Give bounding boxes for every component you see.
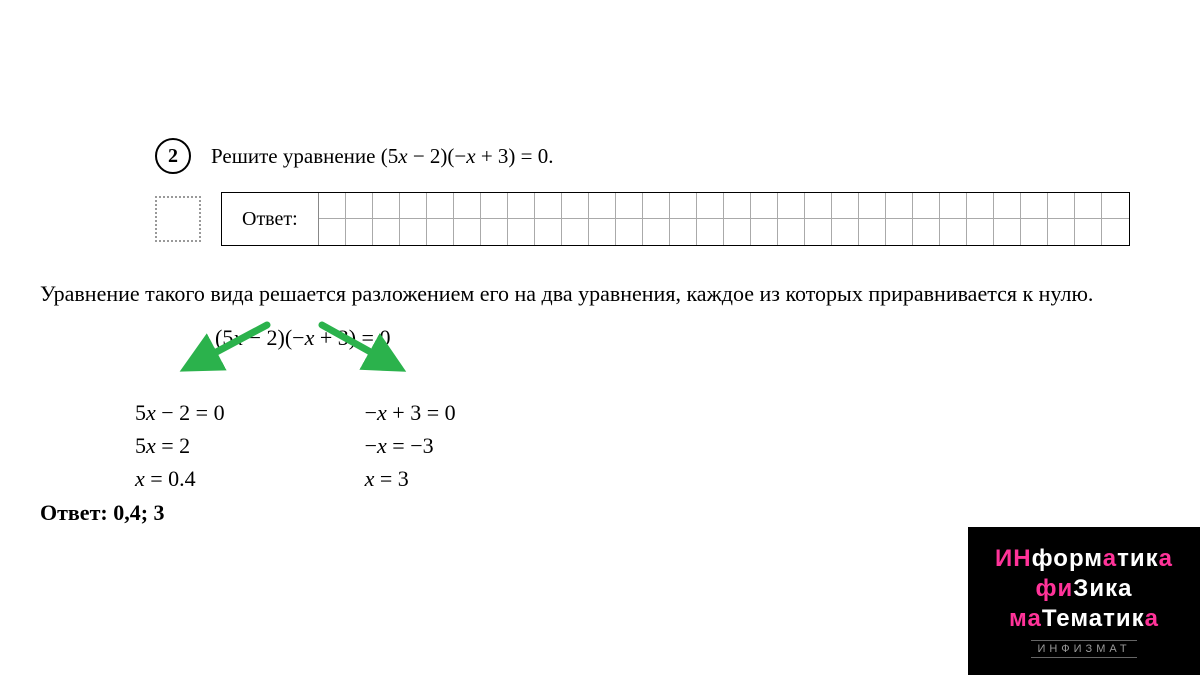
grid-cell (319, 219, 346, 245)
grid-cell (562, 193, 589, 219)
explanation-text: Уравнение такого вида решается разложени… (40, 281, 1160, 307)
final-answer-label: Ответ: (40, 500, 113, 525)
problem-equation: (5x − 2)(−x + 3) = 0. (381, 144, 554, 168)
grid-cell (1048, 219, 1075, 245)
grid-cell (832, 219, 859, 245)
grid-cell (778, 193, 805, 219)
grid-cell (940, 193, 967, 219)
grid-cell (1048, 193, 1075, 219)
grid-cell (805, 219, 832, 245)
grid-cell (346, 193, 373, 219)
answer-label: Ответ: (222, 193, 319, 245)
grid-cell (670, 193, 697, 219)
grid-cell (940, 219, 967, 245)
grid-cell (886, 219, 913, 245)
grid-cell (481, 193, 508, 219)
grid-cell (616, 219, 643, 245)
answer-grid: Ответ: (221, 192, 1130, 246)
grid-cell (697, 193, 724, 219)
solution-left-column: 5x − 2 = 0 5x = 2 x = 0.4 (135, 396, 225, 495)
main-equation: (5x − 2)(−x + 3) = 0 (215, 325, 1160, 351)
answer-grid-cells (319, 193, 1129, 245)
grid-cell (859, 193, 886, 219)
grid-cell (832, 193, 859, 219)
problem-text-prefix: Решите уравнение (211, 144, 381, 168)
grid-cell (427, 193, 454, 219)
grid-cell (805, 193, 832, 219)
logo-line-3: маТематика (1009, 604, 1159, 634)
grid-cell (454, 193, 481, 219)
grid-cell (967, 219, 994, 245)
grid-cell (373, 219, 400, 245)
grid-cell (508, 193, 535, 219)
grid-cell (1102, 219, 1129, 245)
grid-cell (643, 193, 670, 219)
grid-cell (400, 219, 427, 245)
grid-cell (1075, 219, 1102, 245)
grid-cell (1102, 193, 1129, 219)
grid-cell (535, 193, 562, 219)
grid-cell (562, 219, 589, 245)
grid-cell (778, 219, 805, 245)
grid-cell (319, 193, 346, 219)
grid-cell (751, 219, 778, 245)
problem-number-circle: 2 (155, 138, 191, 174)
final-answer: Ответ: 0,4; 3 (40, 500, 1160, 526)
problem-statement: Решите уравнение (5x − 2)(−x + 3) = 0. (211, 144, 554, 169)
grid-cell (994, 219, 1021, 245)
grid-cell (913, 193, 940, 219)
answer-checkbox-placeholder (155, 196, 201, 242)
grid-cell (1021, 193, 1048, 219)
grid-cell (967, 193, 994, 219)
grid-cell (373, 193, 400, 219)
grid-cell (751, 193, 778, 219)
grid-cell (481, 219, 508, 245)
grid-cell (400, 193, 427, 219)
grid-cell (724, 193, 751, 219)
grid-cell (994, 193, 1021, 219)
grid-cell (346, 219, 373, 245)
grid-cell (535, 219, 562, 245)
grid-cell (859, 219, 886, 245)
grid-cell (1075, 193, 1102, 219)
grid-cell (886, 193, 913, 219)
grid-cell (643, 219, 670, 245)
grid-cell (454, 219, 481, 245)
solution-right-column: −x + 3 = 0 −x = −3 x = 3 (365, 396, 456, 495)
final-answer-value: 0,4; 3 (113, 500, 164, 525)
grid-cell (1021, 219, 1048, 245)
logo-line-2: фиЗика (1036, 574, 1133, 604)
grid-cell (697, 219, 724, 245)
grid-cell (427, 219, 454, 245)
logo-line-1: ИНформатика (995, 544, 1173, 574)
grid-cell (589, 193, 616, 219)
grid-cell (508, 219, 535, 245)
grid-cell (589, 219, 616, 245)
watermark-logo: ИНформатика фиЗика маТематика ИНФИЗМАТ (968, 527, 1200, 675)
grid-cell (724, 219, 751, 245)
grid-cell (616, 193, 643, 219)
grid-cell (670, 219, 697, 245)
grid-cell (913, 219, 940, 245)
logo-subtext: ИНФИЗМАТ (1031, 640, 1136, 658)
